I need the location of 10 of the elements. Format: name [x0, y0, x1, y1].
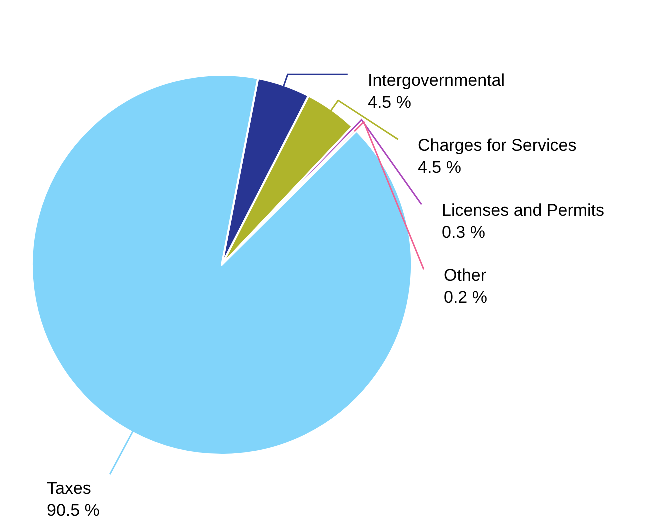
data-label: 4.5 %: [368, 93, 412, 112]
data-label: 0.3 %: [442, 223, 486, 242]
slice-label: Other: [444, 266, 487, 285]
slice-label: Licenses and Permits: [442, 201, 605, 220]
slice-label: Taxes: [47, 479, 92, 498]
data-label: 0.2 %: [444, 288, 488, 308]
slice-label: Intergovernmental: [368, 71, 506, 90]
data-label: 90.5 %: [47, 501, 100, 520]
slice-label: Charges for Services: [418, 136, 577, 155]
data-label: 4.5 %: [418, 158, 462, 178]
